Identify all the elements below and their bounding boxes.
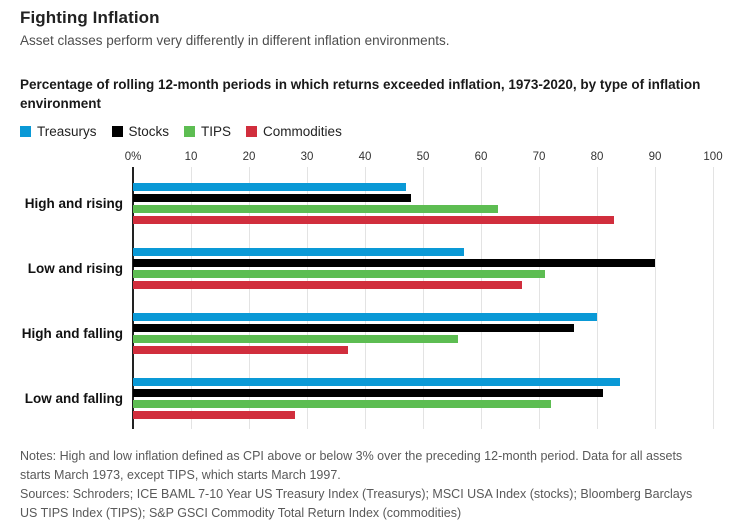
x-axis: 0% 10 20 30 40 50 60 70 80 90 100 bbox=[125, 151, 723, 167]
legend-swatch-stocks bbox=[111, 126, 123, 137]
legend-label: Treasurys bbox=[37, 124, 97, 139]
gridline bbox=[306, 167, 308, 429]
bar-commodities-low-and-falling bbox=[133, 411, 296, 419]
sources-text: Sources: Schroders; ICE BAML 7-10 Year U… bbox=[20, 487, 693, 520]
gridline bbox=[654, 167, 656, 429]
chart-title: Fighting Inflation bbox=[20, 8, 160, 27]
chart-subhead: Percentage of rolling 12-month periods i… bbox=[20, 77, 701, 111]
gridline bbox=[480, 167, 482, 429]
bar-commodities-high-and-rising bbox=[133, 216, 615, 224]
bar-stocks-low-and-falling bbox=[133, 389, 603, 397]
x-tick-label: 50 bbox=[416, 151, 430, 163]
gridline bbox=[538, 167, 540, 429]
x-tick-label: 60 bbox=[474, 151, 488, 163]
gridline bbox=[596, 167, 598, 429]
gridline bbox=[190, 167, 192, 429]
bar-commodities-high-and-falling bbox=[133, 346, 348, 354]
legend-item-tips: TIPS bbox=[184, 124, 231, 139]
legend-item-treasurys: Treasurys bbox=[20, 124, 97, 139]
x-tick-label: 80 bbox=[590, 151, 604, 163]
bar-stocks-high-and-falling bbox=[133, 324, 574, 332]
bar-stocks-high-and-rising bbox=[133, 194, 412, 202]
bar-tips-high-and-rising bbox=[133, 205, 499, 213]
plot-area: High and rising Low and rising High and fa… bbox=[22, 167, 714, 429]
category-label-high-and-falling: High and falling bbox=[21, 326, 123, 341]
bar-treasurys-high-and-rising bbox=[133, 183, 406, 191]
x-tick-label: 30 bbox=[300, 151, 314, 163]
x-tick-label: 100 bbox=[703, 151, 723, 163]
chart-legend: Treasurys Stocks TIPS Commodities bbox=[20, 124, 713, 139]
bar-group-low-and-falling: Low and falling bbox=[25, 378, 713, 419]
legend-swatch-tips bbox=[184, 126, 196, 137]
bar-commodities-low-and-rising bbox=[133, 281, 522, 289]
bar-treasurys-high-and-falling bbox=[133, 313, 597, 321]
gridline bbox=[248, 167, 250, 429]
category-label-low-and-falling: Low and falling bbox=[24, 391, 123, 406]
bar-group-low-and-rising: Low and rising bbox=[28, 248, 713, 289]
legend-label: Commodities bbox=[263, 124, 342, 139]
legend-item-commodities: Commodities bbox=[246, 124, 342, 139]
bar-treasurys-low-and-rising bbox=[133, 248, 464, 256]
category-label-high-and-rising: High and rising bbox=[24, 196, 123, 211]
bar-treasurys-low-and-falling bbox=[133, 378, 621, 386]
x-tick-label: 70 bbox=[532, 151, 546, 163]
gridline bbox=[712, 167, 714, 429]
legend-swatch-treasurys bbox=[20, 126, 31, 137]
legend-item-stocks: Stocks bbox=[111, 124, 170, 139]
bar-chart: 0% 10 20 30 40 50 60 70 80 90 100 High and rising L… bbox=[22, 151, 723, 429]
x-tick-label: 90 bbox=[648, 151, 662, 163]
bar-group-high-and-rising: High and rising bbox=[25, 183, 713, 224]
x-tick-label: 20 bbox=[242, 151, 256, 163]
legend-swatch-commodities bbox=[246, 126, 258, 137]
bar-tips-low-and-rising bbox=[133, 270, 545, 278]
bar-tips-high-and-falling bbox=[133, 335, 458, 343]
chart-notes: Notes: High and low inflation defined as… bbox=[20, 447, 713, 523]
legend-label: TIPS bbox=[201, 124, 232, 139]
legend-label: Stocks bbox=[128, 124, 170, 139]
x-tick-label: 40 bbox=[358, 151, 372, 163]
x-tick-label: 10 bbox=[184, 151, 198, 163]
gridline bbox=[422, 167, 424, 429]
bar-stocks-low-and-rising bbox=[133, 259, 655, 267]
category-label-low-and-rising: Low and rising bbox=[27, 261, 123, 276]
zero-baseline bbox=[132, 167, 134, 429]
x-tick-label: 0% bbox=[124, 151, 142, 163]
bar-group-high-and-falling: High and falling bbox=[22, 313, 713, 354]
notes-text: Notes: High and low inflation defined as… bbox=[20, 449, 683, 482]
gridline bbox=[364, 167, 366, 429]
chart-deck: Asset classes perform very differently i… bbox=[20, 33, 450, 48]
bar-tips-low-and-falling bbox=[133, 400, 551, 408]
